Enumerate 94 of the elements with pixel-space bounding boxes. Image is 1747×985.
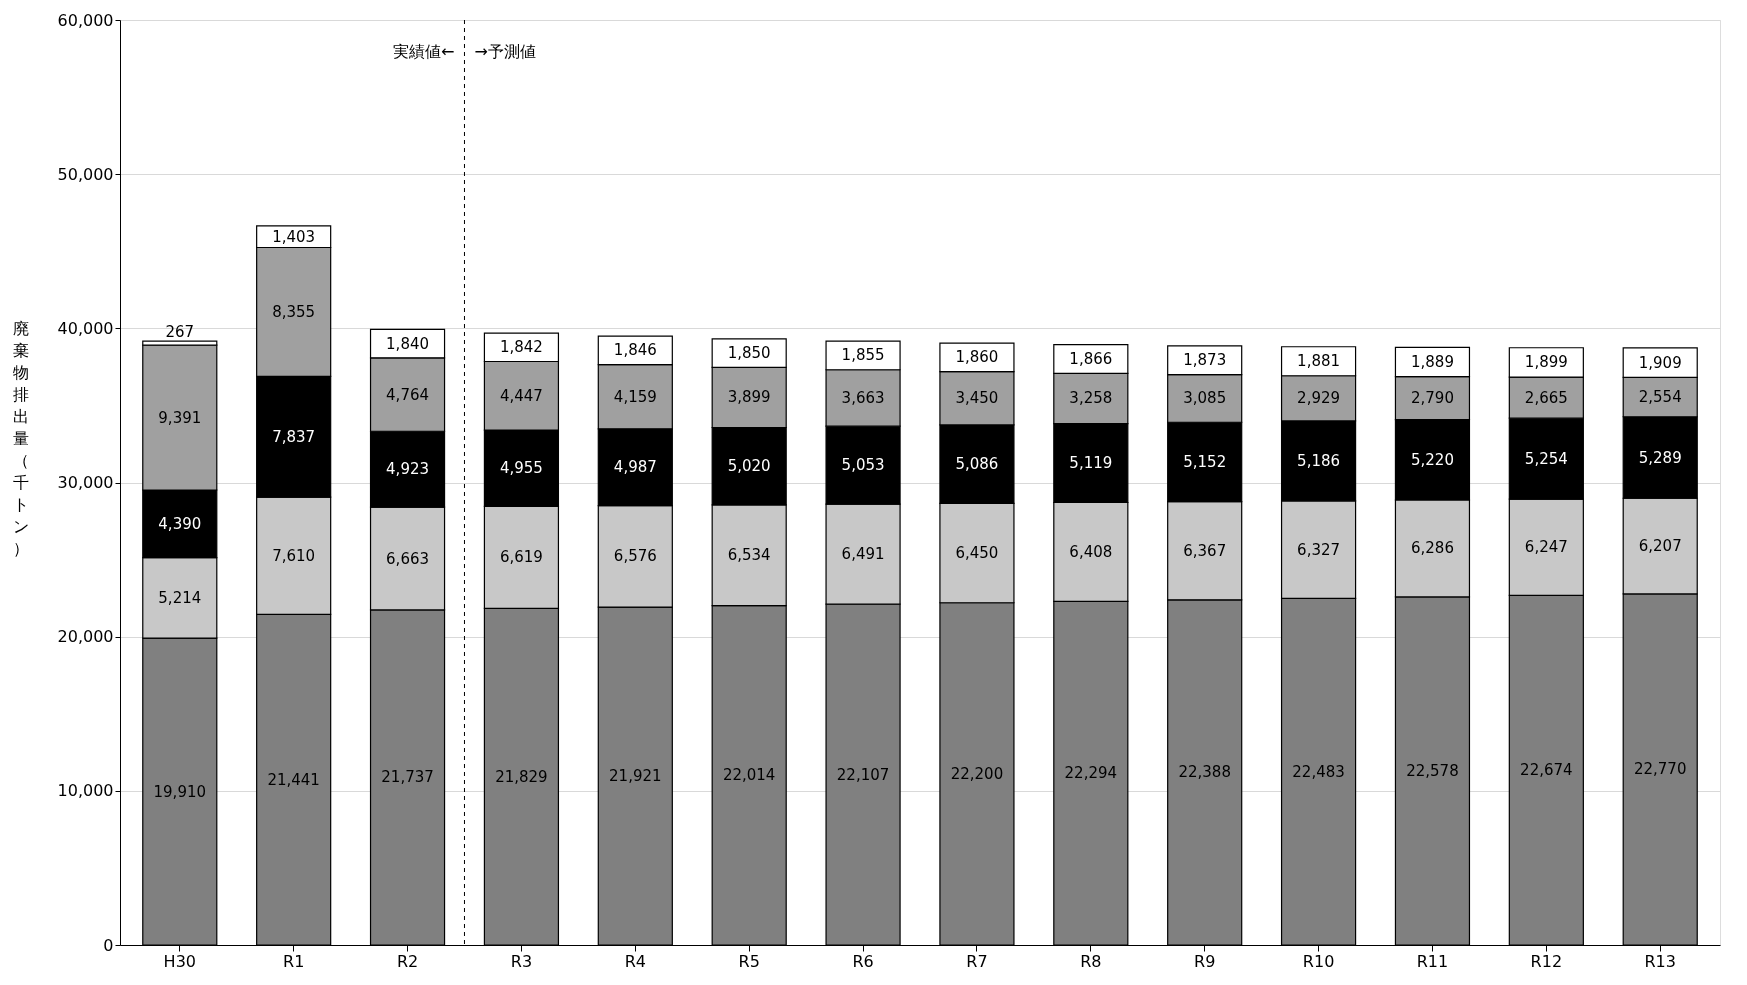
y-tick-label: 40,000 (57, 318, 114, 338)
data-label: 6,663 (386, 549, 430, 568)
y-tick-label: 60,000 (57, 10, 114, 30)
x-tick-label: R1 (283, 951, 305, 971)
data-label: 21,441 (267, 770, 320, 789)
data-label: 5,289 (1638, 448, 1682, 467)
data-label: 5,020 (727, 457, 771, 476)
x-tick-label: R2 (396, 951, 419, 971)
data-label: 6,247 (1524, 538, 1568, 557)
data-label: 1,846 (613, 341, 657, 360)
x-tick-label: R11 (1416, 951, 1449, 971)
data-label: 1,899 (1524, 353, 1568, 372)
data-label: 1,860 (955, 348, 999, 367)
data-label: 4,955 (499, 459, 543, 478)
data-label: 6,207 (1638, 537, 1682, 556)
data-label: 7,837 (272, 427, 316, 446)
data-label: 5,220 (1410, 450, 1454, 469)
x-tick-label: R5 (738, 951, 760, 971)
data-label: 22,770 (1633, 760, 1687, 779)
data-label: 4,764 (386, 385, 430, 404)
data-label: 22,388 (1178, 763, 1231, 782)
data-label: 22,674 (1520, 761, 1573, 780)
data-label: 6,286 (1410, 539, 1454, 558)
y-tick-label: 10,000 (57, 781, 114, 801)
x-tick-label: R8 (1080, 951, 1102, 971)
data-label: 3,085 (1183, 389, 1227, 408)
data-label: 6,491 (841, 545, 885, 564)
y-tick-label: 0 (103, 935, 114, 955)
data-label: 2,554 (1638, 388, 1682, 407)
x-tick-label: H30 (163, 951, 196, 971)
y-tick-label: 50,000 (57, 164, 114, 184)
data-label: 1,889 (1410, 352, 1454, 371)
data-label: 5,254 (1524, 449, 1568, 468)
data-label: 1,840 (386, 334, 430, 353)
annotation: 実績値← (393, 42, 455, 61)
y-tick-label: 30,000 (57, 473, 114, 492)
data-label: 5,152 (1183, 452, 1227, 471)
data-label: 21,921 (609, 767, 662, 786)
data-label: 6,576 (613, 547, 657, 566)
data-label: 6,450 (955, 544, 999, 563)
data-label: 5,053 (841, 456, 885, 475)
data-label: 5,214 (158, 588, 202, 607)
x-tick-label: R10 (1302, 951, 1335, 971)
data-label: 6,367 (1183, 541, 1227, 560)
data-label: 1,403 (272, 227, 316, 246)
data-label: 21,829 (495, 767, 548, 786)
data-label: 2,790 (1410, 389, 1454, 408)
data-label: 3,899 (727, 388, 771, 407)
y-tick-label: 20,000 (57, 627, 114, 647)
data-label: 3,663 (841, 388, 885, 407)
x-tick-label: R3 (510, 951, 533, 971)
data-label: 22,483 (1292, 762, 1345, 781)
data-label: 5,086 (955, 455, 999, 474)
data-label: 4,987 (613, 458, 657, 477)
data-label: 4,159 (613, 387, 657, 406)
data-label: 1,873 (1183, 351, 1227, 370)
data-label: 5,186 (1297, 451, 1341, 470)
data-label: 6,534 (727, 546, 771, 565)
data-label: 1,855 (841, 346, 885, 365)
x-tick-label: R4 (624, 951, 646, 971)
data-label: 6,327 (1297, 540, 1341, 559)
data-label: 6,619 (499, 548, 543, 567)
data-label: 1,866 (1069, 349, 1113, 368)
annotation: →予測値 (474, 42, 536, 61)
text: 廃棄物排出量（千トン） (12, 318, 29, 558)
data-label: 22,578 (1406, 761, 1459, 780)
data-label: 22,107 (836, 765, 890, 784)
data-label: 1,850 (727, 344, 771, 363)
data-label: 5,119 (1069, 454, 1113, 473)
x-tick-label: R7 (966, 951, 988, 971)
data-label: 267 (165, 323, 195, 342)
data-label: 19,910 (153, 782, 207, 801)
data-label: 1,881 (1297, 352, 1341, 371)
data-label: 9,391 (158, 408, 202, 427)
data-label: 22,014 (722, 766, 776, 785)
data-label: 22,200 (950, 764, 1004, 783)
data-label: 4,390 (158, 514, 202, 533)
data-label: 4,447 (499, 386, 543, 405)
data-label: 6,408 (1069, 542, 1113, 561)
data-label: 1,842 (499, 338, 543, 357)
data-label: 3,258 (1069, 389, 1113, 408)
data-label: 22,294 (1064, 764, 1118, 783)
data-label: 8,355 (272, 302, 316, 321)
x-tick-label: R9 (1194, 951, 1216, 971)
data-label: 21,737 (381, 768, 434, 787)
x-tick-label: R13 (1644, 951, 1676, 971)
data-label: 7,610 (272, 546, 316, 565)
data-label: 3,450 (955, 389, 999, 408)
data-label: 2,665 (1524, 388, 1568, 407)
x-tick-label: R12 (1530, 951, 1563, 971)
data-label: 2,929 (1297, 389, 1341, 408)
x-tick-label: R6 (852, 951, 874, 971)
data-label: 4,923 (386, 460, 430, 479)
data-label: 1,909 (1638, 353, 1682, 372)
